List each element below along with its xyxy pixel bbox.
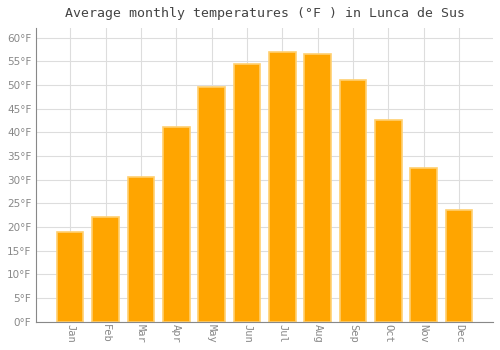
Bar (375, 120, 402, 322)
Bar (198, 87, 225, 322)
Bar (128, 177, 154, 322)
Bar (410, 168, 437, 322)
Bar (92, 217, 119, 322)
Bar (269, 52, 295, 322)
Bar (57, 232, 84, 322)
Bar (234, 64, 260, 322)
Bar (304, 54, 331, 322)
Bar (163, 127, 190, 322)
Title: Average monthly temperatures (°F ) in Lunca de Sus: Average monthly temperatures (°F ) in Lu… (64, 7, 464, 20)
Bar (446, 210, 472, 322)
Bar (340, 80, 366, 322)
